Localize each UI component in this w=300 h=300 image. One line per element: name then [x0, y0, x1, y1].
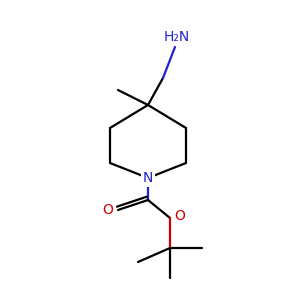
Text: O: O	[103, 203, 113, 217]
Text: O: O	[175, 209, 185, 223]
Text: N: N	[143, 171, 153, 185]
Text: H₂N: H₂N	[164, 30, 190, 44]
